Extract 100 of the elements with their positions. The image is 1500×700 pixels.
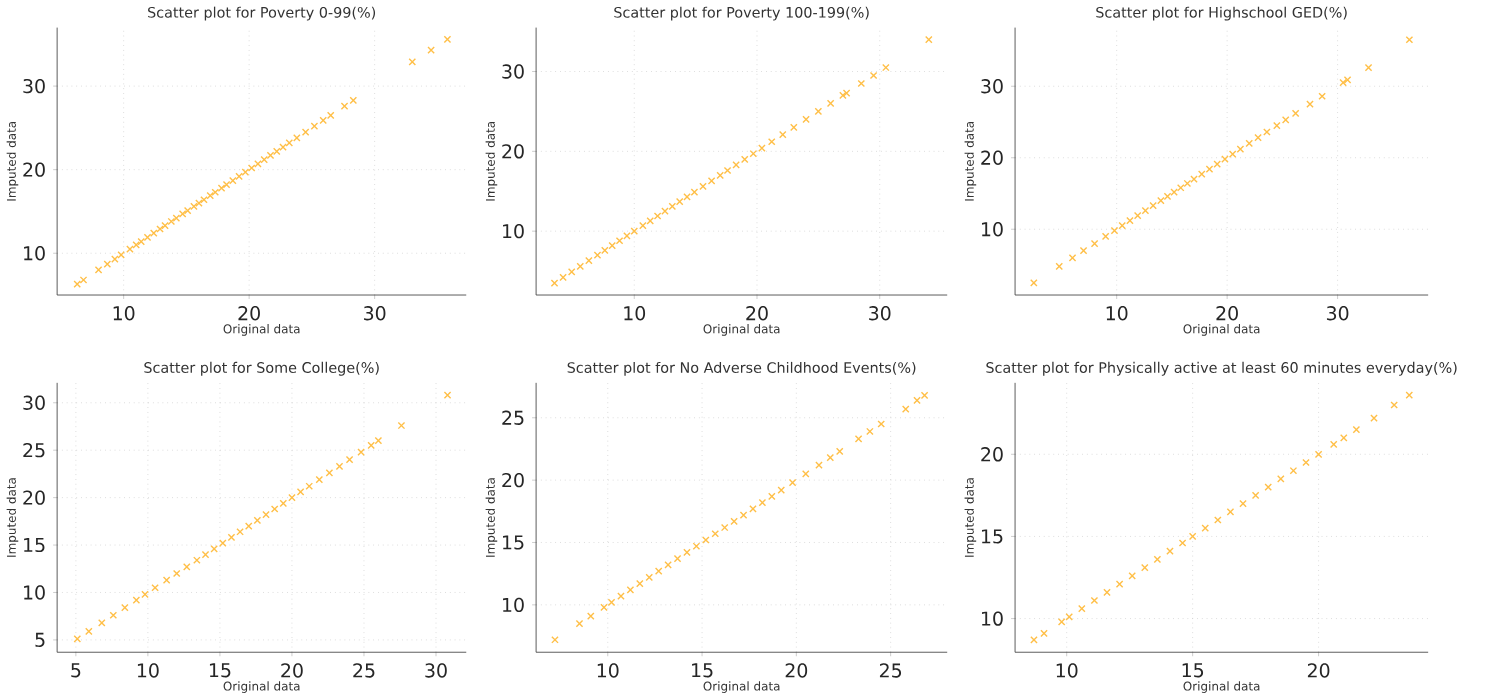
point bbox=[1188, 532, 1197, 541]
point bbox=[758, 498, 767, 507]
point bbox=[749, 505, 757, 513]
point bbox=[778, 130, 787, 139]
point bbox=[1314, 450, 1323, 459]
point bbox=[732, 161, 740, 169]
point bbox=[730, 517, 738, 526]
point bbox=[206, 191, 215, 200]
x-tick-label: 15 bbox=[209, 663, 231, 678]
point bbox=[767, 138, 776, 146]
point bbox=[1163, 192, 1172, 201]
point bbox=[607, 598, 616, 607]
x-tick-label: 5 bbox=[71, 663, 81, 678]
x-tick-label: 20 bbox=[1216, 306, 1238, 321]
point bbox=[645, 573, 654, 582]
point bbox=[826, 454, 835, 462]
point bbox=[740, 155, 749, 164]
point bbox=[1055, 262, 1064, 271]
point bbox=[236, 528, 244, 536]
point bbox=[1166, 547, 1174, 556]
y-tick-label: 25 bbox=[23, 443, 45, 458]
point bbox=[585, 257, 593, 265]
point bbox=[623, 232, 631, 240]
point bbox=[801, 470, 810, 478]
point bbox=[615, 237, 624, 245]
point bbox=[1110, 227, 1119, 235]
x-tick-label: 20 bbox=[281, 663, 303, 678]
point bbox=[749, 150, 758, 158]
y-tick-label: 10 bbox=[24, 246, 45, 261]
point bbox=[692, 542, 701, 551]
point bbox=[777, 486, 786, 495]
point bbox=[319, 116, 327, 125]
point bbox=[1251, 491, 1260, 500]
x-tick-label: 30 bbox=[364, 306, 386, 321]
point bbox=[1078, 605, 1086, 613]
point bbox=[835, 447, 844, 456]
point bbox=[85, 627, 93, 636]
point bbox=[151, 584, 159, 592]
point bbox=[1183, 179, 1192, 188]
point bbox=[172, 569, 181, 578]
point bbox=[567, 268, 576, 276]
point bbox=[1263, 128, 1271, 136]
point bbox=[121, 604, 129, 612]
x-tick-label: 25 bbox=[353, 663, 375, 678]
x-tick-label: 10 bbox=[624, 306, 646, 321]
point bbox=[1318, 92, 1326, 101]
y-tick-label: 15 bbox=[24, 538, 45, 553]
point bbox=[427, 46, 435, 55]
y-tick-label: 10 bbox=[981, 611, 1003, 626]
point bbox=[143, 233, 152, 242]
point bbox=[111, 255, 119, 264]
point bbox=[788, 479, 797, 487]
x-tick-label: 30 bbox=[425, 663, 447, 678]
point bbox=[201, 550, 210, 559]
x-tick-label: 20 bbox=[746, 306, 768, 321]
point bbox=[814, 107, 823, 116]
point bbox=[244, 522, 253, 531]
y-tick-label: 20 bbox=[502, 144, 524, 159]
point bbox=[575, 619, 584, 628]
y-tick-label: 30 bbox=[23, 79, 45, 94]
point bbox=[636, 580, 644, 588]
y-tick-label: 20 bbox=[23, 490, 45, 505]
point bbox=[279, 143, 287, 152]
point bbox=[1352, 426, 1361, 434]
point bbox=[920, 391, 929, 400]
point bbox=[218, 539, 227, 548]
point bbox=[668, 202, 677, 211]
point bbox=[1390, 401, 1398, 409]
point bbox=[345, 456, 354, 464]
point bbox=[167, 217, 176, 226]
y-tick-label: 30 bbox=[23, 395, 45, 411]
point bbox=[758, 144, 766, 153]
point bbox=[1176, 184, 1185, 192]
x-tick-label: 10 bbox=[597, 663, 619, 678]
point bbox=[1213, 160, 1221, 169]
x-tick-label: 10 bbox=[1056, 663, 1078, 678]
point bbox=[1364, 64, 1373, 72]
x-tick-label: 15 bbox=[692, 663, 713, 678]
y-tick-label: 10 bbox=[503, 224, 524, 239]
point bbox=[293, 134, 301, 142]
point bbox=[126, 245, 134, 254]
point bbox=[310, 122, 319, 131]
x-tick-label: 10 bbox=[113, 306, 135, 321]
point bbox=[357, 448, 365, 457]
point bbox=[826, 99, 835, 108]
point bbox=[260, 156, 269, 164]
point bbox=[815, 461, 823, 470]
x-tick-label: 20 bbox=[238, 306, 260, 321]
point bbox=[1306, 100, 1314, 109]
point bbox=[673, 555, 682, 563]
point bbox=[1133, 212, 1142, 220]
point bbox=[1079, 247, 1088, 255]
x-tick-label: 30 bbox=[1326, 306, 1349, 321]
point bbox=[1190, 175, 1198, 184]
y-tick-label: 5 bbox=[35, 633, 45, 648]
x-tick-label: 15 bbox=[1182, 663, 1204, 678]
point bbox=[1065, 613, 1074, 621]
point bbox=[702, 536, 710, 544]
point bbox=[315, 475, 324, 484]
point bbox=[1170, 188, 1178, 197]
